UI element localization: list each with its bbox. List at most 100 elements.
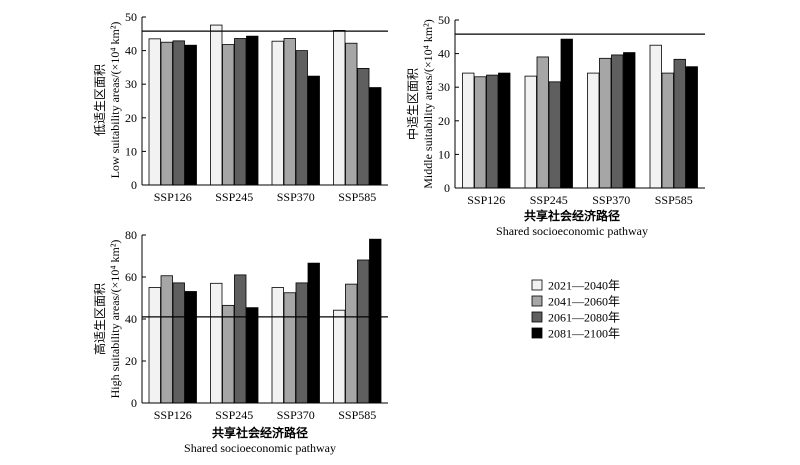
middle-xlabel-zh: 共享社会经济路径 [524,208,620,223]
high-y-tick-label: 0 [131,396,137,410]
middle-y-tick-label: 40 [438,47,450,61]
middle-y-tick-label: 0 [444,181,450,195]
low-bar-ssp126-series-4 [184,44,197,186]
legend-label-4: 2081—2100年 [548,327,620,341]
panel-high-suitability: 0 20 40 60 80 SSP126 SSP245 SSP370 SSP585 高适生区面… [92,228,388,455]
middle-category-label: SSP126 [467,193,505,207]
middle-bar-ssp245-series-3 [548,81,561,189]
low-bar-ssp245-series-2 [222,44,235,186]
low-category-label: SSP370 [277,190,315,204]
legend-swatch-1 [531,279,543,291]
low-bar-ssp126-series-1 [148,38,161,186]
middle-bar-ssp245-series-4 [560,38,573,189]
middle-y-tick-label: 50 [438,13,450,27]
low-bar-ssp126-series-2 [160,41,173,186]
high-xlabel-en: Shared socioeconomic pathway [184,441,336,455]
middle-bar-ssp126-series-1 [462,72,475,189]
low-bar-ssp585-series-3 [357,68,370,186]
middle-ylabel-en: Middle suitability areas/(×10⁴ km²) [421,19,435,189]
low-ylabel-en: Low suitability areas/(×10⁴ km²) [108,22,122,179]
high-bars [148,238,382,404]
low-bar-ssp370-series-3 [295,50,308,186]
high-y-tick-label: 60 [125,270,137,284]
low-y-tick-label: 50 [125,10,137,24]
middle-bar-ssp585-series-4 [685,66,698,189]
middle-category-label: SSP585 [655,193,693,207]
low-category-labels: SSP126 SSP245 SSP370 SSP585 [154,190,377,204]
low-bar-ssp585-series-4 [369,87,382,186]
low-y-tick-label: 20 [125,111,137,125]
middle-y-tick-label: 30 [438,80,450,94]
high-bar-ssp370-series-4 [307,262,320,404]
high-bar-ssp126-series-2 [160,275,173,404]
middle-bar-ssp370-series-2 [599,57,612,189]
low-bar-ssp585-series-2 [345,42,358,186]
low-y-tick-label: 10 [125,144,137,158]
high-ylabel-en: High suitability areas/(×10⁴ km²) [108,240,122,399]
high-bar-ssp585-series-1 [333,309,346,404]
high-bar-ssp370-series-3 [295,282,308,404]
high-category-label: SSP370 [277,408,315,422]
panel-middle-suitability: 0 10 20 30 40 50 SSP126 SSP245 SSP370 SSP585 中适生… [405,13,705,238]
low-bar-ssp126-series-3 [172,40,185,186]
high-y-tick-label: 40 [125,312,137,326]
middle-bar-ssp585-series-2 [661,72,674,189]
middle-bar-ssp126-series-4 [498,72,511,189]
high-bar-ssp245-series-4 [246,307,259,404]
low-ylabel-zh: 低适生区面积 [93,64,107,136]
middle-bar-ssp126-series-3 [486,74,499,189]
low-category-label: SSP585 [338,190,376,204]
middle-ylabel-zh: 中适生区面积 [405,68,420,140]
low-bar-ssp245-series-1 [210,24,223,186]
middle-bar-ssp585-series-1 [649,44,662,189]
middle-bar-ssp370-series-1 [587,72,600,189]
low-bar-ssp585-series-1 [333,30,346,186]
legend-swatch-2 [531,295,543,307]
legend-label-2: 2041—2060年 [548,295,620,309]
middle-y-tick-label: 10 [438,147,450,161]
high-bar-ssp126-series-1 [148,287,161,404]
high-y-tick-label: 80 [125,228,137,242]
high-bar-ssp370-series-2 [283,292,296,404]
low-y-tick-label: 30 [125,77,137,91]
high-bar-ssp245-series-2 [222,304,235,404]
high-category-label: SSP245 [215,408,253,422]
high-bar-ssp585-series-2 [345,283,358,404]
low-category-label: SSP126 [154,190,192,204]
legend: 2021—2040年 2041—2060年 2061—2080年 2081—2100年 [531,279,620,341]
high-xlabel-zh: 共享社会经济路径 [212,425,308,440]
middle-category-label: SSP245 [530,193,568,207]
middle-category-labels: SSP126 SSP245 SSP370 SSP585 [467,193,693,207]
high-y-tick-label: 20 [125,354,137,368]
legend-swatch-4 [531,327,543,339]
high-category-labels: SSP126 SSP245 SSP370 SSP585 [154,408,377,422]
low-bars [148,24,382,186]
low-bar-ssp370-series-2 [283,38,296,186]
high-category-label: SSP585 [338,408,376,422]
low-bar-ssp370-series-1 [271,40,284,186]
low-y-tick-label: 0 [131,178,137,192]
high-bar-ssp126-series-3 [172,282,185,404]
high-bar-ssp370-series-1 [271,287,284,404]
high-bar-ssp126-series-4 [184,291,197,404]
low-bar-ssp245-series-4 [246,35,259,186]
high-category-label: SSP126 [154,408,192,422]
high-bar-ssp245-series-3 [234,274,247,404]
middle-bar-ssp245-series-2 [536,56,549,189]
panel-low-suitability: 0 10 20 30 40 50 SSP126 SSP245 SSP370 SSP585 低适生… [93,10,388,204]
low-category-label: SSP245 [215,190,253,204]
low-y-ticks: 0 10 20 30 40 50 [125,10,146,192]
middle-y-ticks: 0 10 20 30 40 50 [438,13,459,195]
legend-swatch-3 [531,311,543,323]
middle-xlabel-en: Shared socioeconomic pathway [496,224,648,238]
middle-bars [462,38,698,189]
middle-bar-ssp370-series-3 [611,54,624,189]
middle-bar-ssp126-series-2 [474,76,487,189]
high-bar-ssp245-series-1 [210,282,223,404]
high-bar-ssp585-series-3 [357,259,370,404]
high-y-ticks: 0 20 40 60 80 [125,228,146,410]
middle-category-label: SSP370 [592,193,630,207]
low-y-tick-label: 40 [125,44,137,58]
middle-bar-ssp370-series-4 [623,52,636,189]
